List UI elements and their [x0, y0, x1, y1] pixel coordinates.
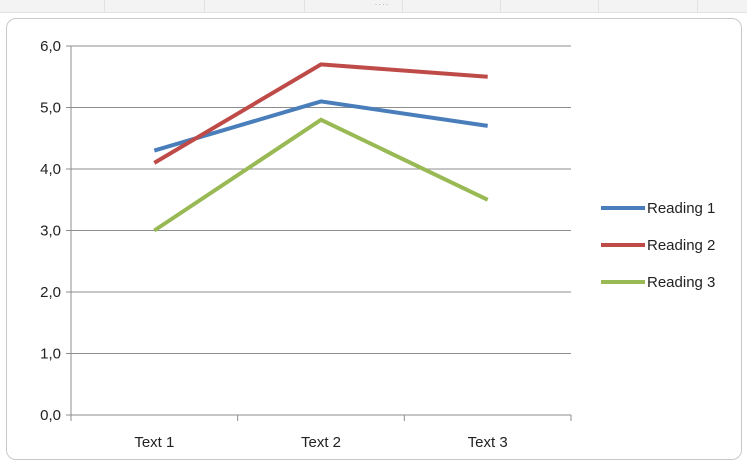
x-tick-label: Text 3 — [468, 434, 508, 451]
y-tick-label: 0,0 — [40, 407, 61, 424]
strip-divider — [697, 0, 698, 12]
strip-divider — [598, 0, 599, 12]
y-tick-label: 5,0 — [40, 100, 61, 117]
axes — [66, 45, 572, 421]
resize-handle-icon[interactable]: ···· — [374, 0, 390, 9]
strip-divider — [500, 0, 501, 12]
y-tick-label: 1,0 — [40, 346, 61, 363]
y-tick-label: 2,0 — [40, 284, 61, 301]
series-line-3 — [153, 117, 489, 233]
series-line-1 — [153, 99, 488, 153]
strip-divider — [204, 0, 205, 12]
window-top-strip: ···· — [0, 0, 747, 13]
legend-label: Reading 3 — [647, 274, 715, 291]
x-tick-label: Text 1 — [134, 434, 174, 451]
legend-label: Reading 1 — [647, 200, 715, 217]
strip-divider — [104, 0, 105, 12]
gridlines — [71, 45, 571, 354]
strip-divider — [402, 0, 403, 12]
x-tick-labels: Text 1 Text 2 Text 3 — [134, 434, 507, 451]
series-lines — [153, 62, 489, 233]
y-tick-label: 3,0 — [40, 223, 61, 240]
strip-divider — [304, 0, 305, 12]
x-tick-label: Text 2 — [301, 434, 341, 451]
chart-frame[interactable] — [6, 18, 742, 460]
y-tick-labels: 0,0 1,0 2,0 3,0 4,0 5,0 6,0 — [40, 38, 61, 424]
series-line-2 — [153, 62, 488, 165]
y-tick-label: 4,0 — [40, 161, 61, 178]
legend: Reading 1 Reading 2 Reading 3 — [601, 200, 715, 291]
legend-label: Reading 2 — [647, 237, 715, 254]
y-tick-label: 6,0 — [40, 38, 61, 55]
